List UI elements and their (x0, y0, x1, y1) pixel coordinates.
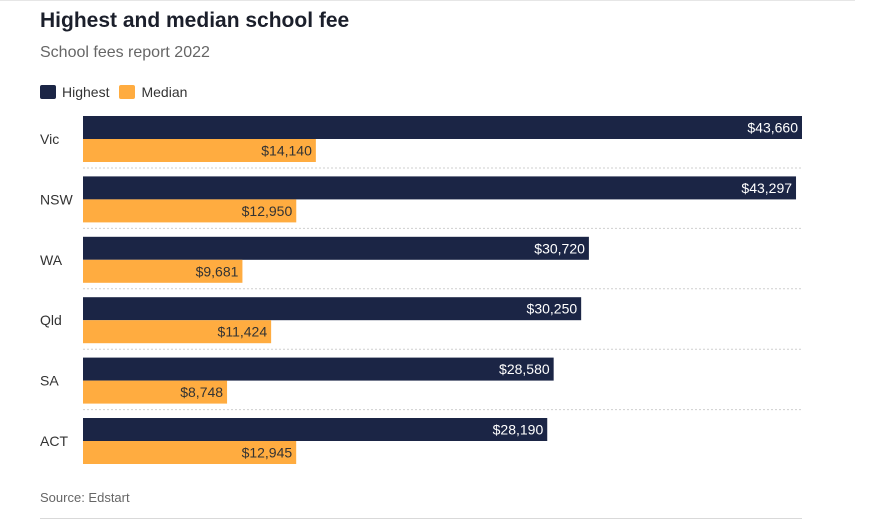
legend-item-median[interactable]: Median (119, 84, 187, 100)
category-label-act: ACT (40, 433, 68, 449)
data-label-highest-qld: $30,250 (527, 301, 578, 317)
legend-label-highest: Highest (62, 84, 110, 100)
data-label-highest-wa: $30,720 (534, 240, 585, 256)
data-label-highest-act: $28,190 (493, 422, 544, 438)
data-label-median-nsw: $12,950 (242, 203, 293, 219)
bar-median-sa[interactable] (83, 380, 228, 404)
data-label-median-sa: $8,748 (180, 384, 223, 400)
category-label-nsw: NSW (40, 191, 73, 207)
legend-label-median: Median (141, 84, 188, 100)
bar-highest-act[interactable] (83, 418, 548, 441)
legend-swatch-median (119, 85, 136, 99)
data-label-highest-vic: $43,660 (747, 120, 798, 136)
legend-swatch-highest (40, 85, 56, 99)
bar-median-vic[interactable] (83, 139, 316, 162)
category-label-sa: SA (40, 373, 59, 389)
bar-highest-nsw[interactable] (83, 176, 797, 200)
legend-item-highest[interactable]: Highest (40, 84, 109, 100)
bar-highest-wa[interactable] (83, 236, 589, 260)
chart-title: Highest and median school fee (40, 9, 350, 32)
bar-highest-vic[interactable] (83, 116, 802, 139)
data-label-median-wa: $9,681 (196, 263, 239, 279)
data-label-highest-sa: $28,580 (499, 361, 550, 377)
data-label-highest-nsw: $43,297 (741, 180, 792, 196)
bar-chart: Vic $43,660 $14,140 NSW $43,297 $12,950 WA $30,… (40, 116, 802, 464)
category-label-wa: WA (40, 252, 63, 268)
bottom-divider (40, 518, 802, 519)
data-label-median-vic: $14,140 (261, 143, 312, 159)
data-label-median-qld: $11,424 (218, 324, 268, 340)
bar-highest-sa[interactable] (83, 357, 554, 381)
bar-median-act[interactable] (83, 441, 297, 464)
bar-median-qld[interactable] (83, 320, 272, 344)
bar-median-wa[interactable] (83, 259, 243, 283)
top-divider (0, 0, 855, 1)
legend: Highest Median (40, 84, 197, 100)
chart-subtitle: School fees report 2022 (40, 44, 210, 61)
bar-median-nsw[interactable] (83, 199, 297, 223)
source-note: Source: Edstart (40, 490, 130, 505)
category-label-qld: Qld (40, 312, 62, 328)
bar-highest-qld[interactable] (83, 297, 582, 321)
category-label-vic: Vic (40, 131, 59, 147)
data-label-median-act: $12,945 (242, 445, 293, 461)
